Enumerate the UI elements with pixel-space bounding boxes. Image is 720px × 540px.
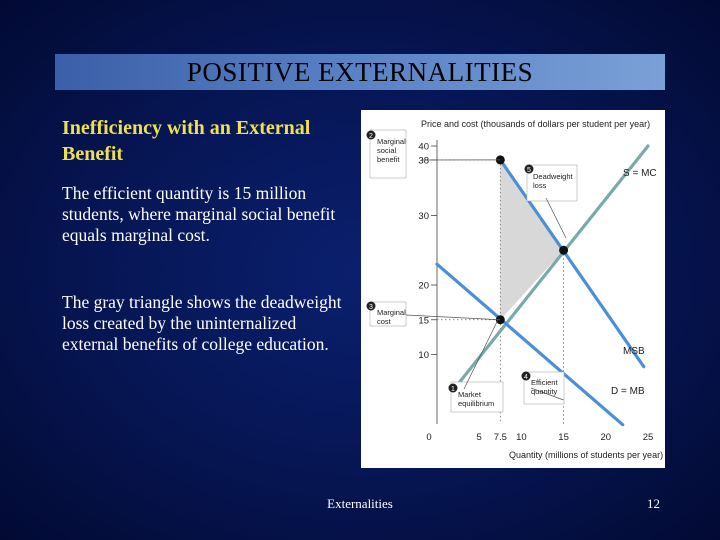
y-tick-label-38: 38 bbox=[418, 155, 429, 166]
annotation-leader-5 bbox=[545, 197, 567, 239]
series-line-3 bbox=[435, 262, 625, 427]
annotation-box-4 bbox=[523, 371, 565, 405]
y-tick-label-30: 30 bbox=[418, 211, 429, 222]
annotation-badge-3 bbox=[366, 301, 376, 311]
annotation-text-3-2: cost bbox=[377, 317, 392, 326]
x-tick-label-5: 5 bbox=[477, 432, 482, 443]
series-label-d-mb: D = MB bbox=[611, 386, 645, 397]
annotation-text-3-1: Marginal bbox=[377, 308, 406, 317]
annotation-text-5-1: Deadweight bbox=[533, 172, 574, 181]
y-tick-label-20: 20 bbox=[418, 281, 429, 292]
deadweight-loss-triangle bbox=[500, 159, 564, 320]
annotation-text-4-1: Efficient bbox=[531, 378, 558, 387]
x-tick-label-15: 15 bbox=[558, 432, 569, 443]
x-tick-label-10: 10 bbox=[516, 432, 527, 443]
paragraph-efficient-quantity: The efficient quantity is 15 million stu… bbox=[62, 183, 336, 245]
x-axis-label: Quantity (millions of students per year) bbox=[509, 450, 663, 460]
point-2 bbox=[559, 245, 569, 255]
x-tick-label-20: 20 bbox=[601, 432, 612, 443]
y-tick-label-15: 15 bbox=[418, 315, 429, 326]
annotation-box-5 bbox=[526, 164, 578, 202]
x-tick-label-0: 0 bbox=[426, 432, 431, 443]
annotation-text-2-3: benefit bbox=[377, 155, 400, 164]
annotation-text-2-1: Marginal bbox=[377, 137, 406, 146]
series-label-msb: MSB bbox=[623, 346, 645, 357]
paragraph-deadweight-loss: The gray triangle shows the deadweight l… bbox=[62, 292, 342, 354]
title-bar: POSITIVE EXTERNALITIES bbox=[55, 54, 665, 90]
y-tick-label-40: 40 bbox=[418, 142, 429, 153]
annotation-badge-2 bbox=[366, 130, 376, 140]
annotation-box-3 bbox=[369, 301, 407, 327]
y-tick-label-10: 10 bbox=[418, 350, 429, 361]
footer-section-name: Externalities bbox=[327, 496, 393, 511]
annotation-leader-4 bbox=[530, 387, 564, 401]
annotation-number-4: 4 bbox=[524, 374, 528, 381]
annotation-leader-1 bbox=[463, 319, 499, 390]
annotation-badge-1 bbox=[448, 383, 458, 393]
chart-svg: Price and cost (thousands of dollars per… bbox=[366, 119, 663, 460]
slide-number: 12 bbox=[647, 496, 660, 511]
x-tick-label-25: 25 bbox=[643, 432, 654, 443]
series-label-s-mc: S = MC bbox=[623, 168, 657, 179]
series-line-1 bbox=[452, 144, 650, 391]
slide-subtitle: Inefficiency with an External Benefit bbox=[62, 117, 311, 165]
annotation-number-3: 3 bbox=[369, 304, 373, 311]
annotation-text-2-2: social bbox=[377, 146, 397, 155]
x-tick-label-7.5: 7.5 bbox=[494, 432, 507, 443]
annotation-text-1-1: Market bbox=[458, 390, 482, 399]
series-line-2 bbox=[498, 158, 646, 369]
annotation-text-5-2: loss bbox=[533, 181, 547, 190]
annotation-badge-4 bbox=[521, 371, 531, 381]
annotation-box-2 bbox=[369, 129, 407, 179]
annotation-number-1: 1 bbox=[451, 386, 455, 393]
annotation-box-1 bbox=[450, 381, 504, 413]
externality-chart: Price and cost (thousands of dollars per… bbox=[361, 110, 665, 468]
annotation-text-4-2: quantity bbox=[531, 387, 558, 396]
annotation-leader-3 bbox=[405, 314, 501, 321]
annotation-number-5: 5 bbox=[527, 167, 531, 174]
annotation-badge-5 bbox=[524, 164, 534, 174]
slide-title: POSITIVE EXTERNALITIES bbox=[186, 56, 534, 87]
y-axis-label: Price and cost (thousands of dollars per… bbox=[421, 119, 650, 129]
annotation-number-2: 2 bbox=[369, 133, 373, 140]
annotation-text-1-2: equilibrium bbox=[458, 399, 494, 408]
